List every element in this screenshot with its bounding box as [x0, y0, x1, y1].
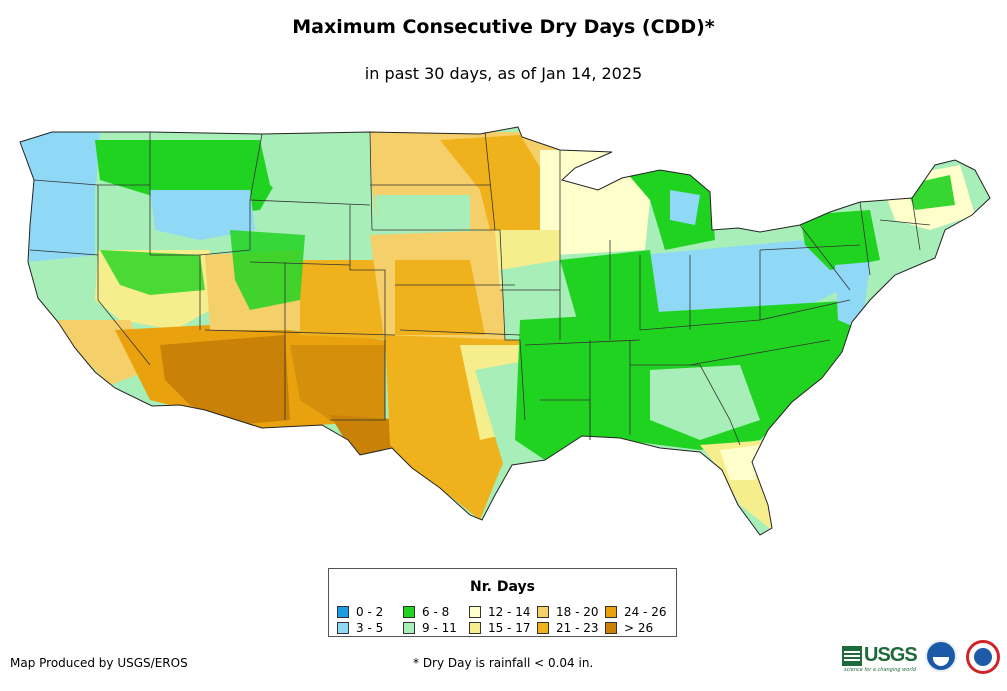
footnote-text: * Dry Day is rainfall < 0.04 in. [413, 656, 594, 670]
zone-arizona [160, 335, 290, 425]
zone-sd-west [375, 195, 470, 235]
state-borders [29, 131, 931, 446]
map-title: Maximum Consecutive Dry Days (CDD)* [292, 16, 715, 38]
legend-swatch [337, 606, 349, 618]
legend-item: 12 - 14 [469, 604, 537, 620]
zone-pacific-nw [20, 130, 100, 262]
legend-title: Nr. Days [470, 579, 535, 595]
legend-item: 9 - 11 [403, 620, 469, 636]
zone-pennsylvania-ny [800, 210, 880, 270]
usgs-wave-icon [842, 645, 862, 666]
legend-item: 0 - 2 [337, 604, 403, 620]
usgs-tagline: science for a changing world [844, 667, 916, 673]
cdd-zones [20, 127, 990, 535]
zone-yellowstone [150, 190, 255, 240]
legend-swatch [403, 606, 415, 618]
zone-dakotas-east [440, 135, 545, 230]
zone-mid-atlantic [835, 262, 870, 330]
legend-item: 24 - 26 [605, 604, 671, 620]
zone-michigan [620, 165, 715, 250]
zone-nevada-mtn [100, 250, 205, 295]
legend-item: > 26 [605, 620, 671, 636]
zone-colorado [300, 260, 400, 340]
zone-ca-coast [28, 255, 100, 330]
legend-item: 15 - 17 [469, 620, 537, 636]
noaa-logo [925, 640, 957, 672]
legend-item: 21 - 23 [537, 620, 605, 636]
legend-swatch [403, 622, 415, 634]
zone-ohio-valley [640, 235, 870, 330]
nws-logo [966, 640, 1000, 674]
credit-text: Map Produced by USGS/EROS [10, 656, 188, 670]
legend-item: 6 - 8 [403, 604, 469, 620]
zone-florida-north [720, 445, 760, 480]
zone-georgia [650, 365, 760, 440]
legend-swatch [537, 606, 549, 618]
usgs-logo: USGS [842, 644, 918, 667]
agency-logos: USGS science for a changing world [842, 638, 1002, 678]
legend: Nr. Days 0 - 2 6 - 8 12 - 14 18 - 20 24 … [328, 568, 677, 637]
map-subtitle: in past 30 days, as of Jan 14, 2025 [364, 64, 643, 83]
legend-item: 3 - 5 [337, 620, 403, 636]
legend-swatch [337, 622, 349, 634]
legend-swatch [605, 606, 617, 618]
zone-eastern-montana [260, 135, 380, 210]
zone-missouri [500, 260, 570, 330]
zone-michigan-blue [670, 190, 700, 225]
legend-swatch [469, 606, 481, 618]
us-outline [19, 126, 991, 536]
legend-swatch [469, 622, 481, 634]
legend-items: 0 - 2 6 - 8 12 - 14 18 - 20 24 - 26 3 - … [337, 604, 671, 636]
legend-swatch [537, 622, 549, 634]
legend-item: 18 - 20 [537, 604, 605, 620]
legend-swatch [605, 622, 617, 634]
zone-kansas [395, 260, 485, 335]
zone-new-mexico [290, 345, 385, 420]
